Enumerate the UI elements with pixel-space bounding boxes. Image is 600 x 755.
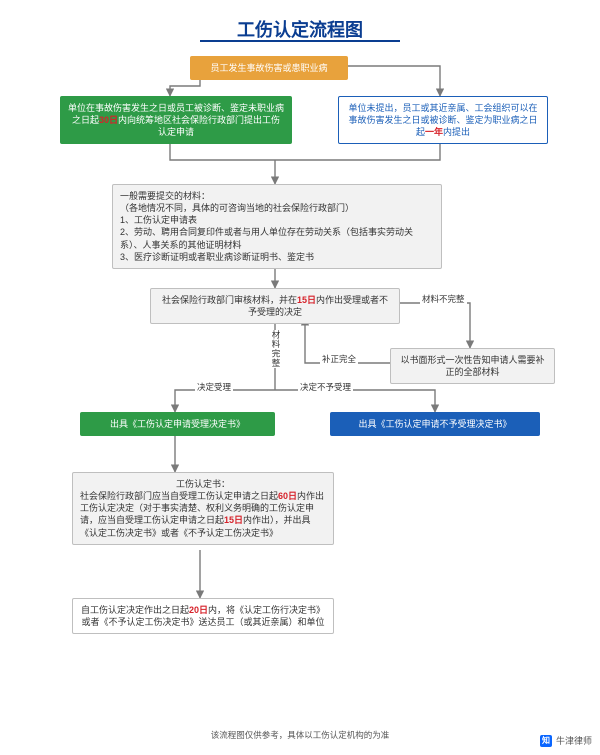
label-not-accept: 决定不予受理 — [298, 381, 353, 393]
node-materials: 一般需要提交的材料： （各地情况不同，具体的可咨询当地的社会保险行政部门） 1、… — [112, 184, 442, 269]
materials-2: 2、劳动、聘用合同复印件或者与用人单位存在劳动关系（包括事实劳动关系）、人事关系… — [120, 226, 434, 250]
label-complete: 材料完整 — [268, 330, 284, 368]
text: 社会保险行政部门审核材料，并在 — [162, 295, 297, 305]
text: 社会保险行政部门应当自受理工伤认定申请之日起 — [80, 491, 278, 501]
node-decision: 工伤认定书： 社会保险行政部门应当自受理工伤认定申请之日起60日内作出工伤认定决… — [72, 472, 334, 545]
title-underline — [200, 40, 400, 42]
highlight-20d: 20日 — [189, 605, 208, 615]
highlight-15d: 15日 — [297, 295, 316, 305]
node-employee-submit: 单位未提出，员工或其近亲属、工会组织可以在事故伤害发生之日或被诊断、鉴定为职业病… — [338, 96, 548, 144]
zhihu-icon: 知 — [540, 735, 552, 747]
node-supplement: 以书面形式一次性告知申请人需要补正的全部材料 — [390, 348, 555, 384]
highlight-60d: 60日 — [278, 491, 297, 501]
attribution: 知 牛津律师 — [540, 734, 592, 747]
materials-1: 1、工伤认定申请表 — [120, 214, 434, 226]
author-name: 牛津律师 — [556, 734, 592, 747]
highlight-30d: 30日 — [99, 115, 118, 125]
node-unit-submit: 单位在事故伤害发生之日或员工被诊断、鉴定未职业病之日起30日内向统筹地区社会保险… — [60, 96, 292, 144]
materials-sub: （各地情况不同，具体的可咨询当地的社会保险行政部门） — [120, 202, 434, 214]
label-accept: 决定受理 — [195, 381, 233, 393]
node-reject: 出具《工伤认定申请不予受理决定书》 — [330, 412, 540, 436]
text: 内提出 — [443, 127, 470, 137]
node-accept: 出具《工伤认定申请受理决定书》 — [80, 412, 275, 436]
page-title: 工伤认定流程图 — [0, 16, 600, 42]
text: 内向统筹地区社会保险行政部门提出工伤认定申请 — [118, 115, 280, 137]
node-review: 社会保险行政部门审核材料，并在15日内作出受理或者不予受理的决定 — [150, 288, 400, 324]
footer-note: 该流程图仅供参考，具体以工伤认定机构的为准 — [0, 729, 600, 741]
text: 自工伤认定决定作出之日起 — [81, 605, 189, 615]
highlight-1y: 一年 — [425, 127, 443, 137]
highlight-15d-b: 15日 — [224, 515, 243, 525]
decision-head: 工伤认定书： — [80, 478, 326, 490]
node-start: 员工发生事故伤害或患职业病 — [190, 56, 348, 80]
materials-3: 3、医疗诊断证明或者职业病诊断证明书、鉴定书 — [120, 251, 434, 263]
label-correction-done: 补正完全 — [320, 353, 358, 365]
label-incomplete: 材料不完整 — [420, 293, 467, 305]
materials-head: 一般需要提交的材料： — [120, 190, 434, 202]
node-deliver: 自工伤认定决定作出之日起20日内，将《认定工伤行决定书》或者《不予认定工伤决定书… — [72, 598, 334, 634]
